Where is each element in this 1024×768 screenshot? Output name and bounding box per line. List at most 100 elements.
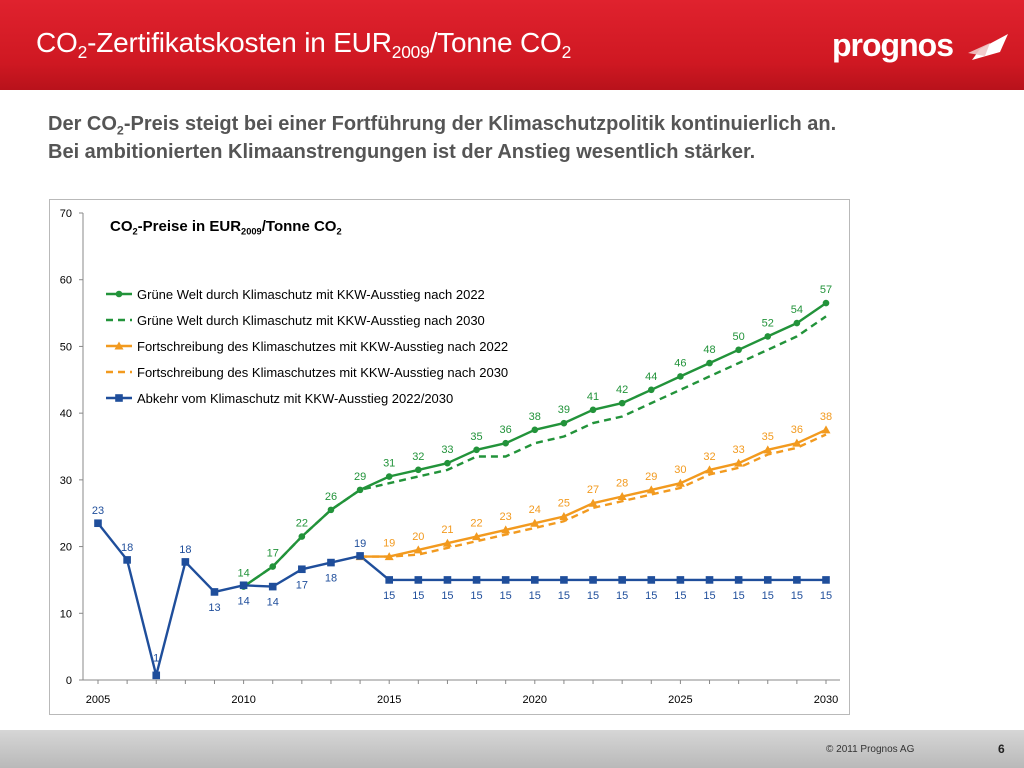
data-label: 24	[529, 504, 541, 516]
data-label: 22	[296, 518, 308, 530]
subtitle-text: Der CO2-Preis steigt bei einer Fortführu…	[48, 110, 1008, 166]
y-tick-label: 30	[60, 475, 72, 487]
data-point	[94, 519, 102, 528]
data-label: 15	[470, 590, 482, 602]
y-tick-label: 50	[60, 341, 72, 353]
data-point	[356, 486, 364, 494]
subtitle-line-1: Der CO2-Preis steigt bei einer Fortführu…	[48, 113, 837, 138]
data-point	[734, 458, 744, 467]
data-point	[588, 498, 598, 507]
data-label: 14	[237, 568, 249, 580]
data-point	[298, 565, 306, 574]
x-tick-label: 2030	[814, 694, 838, 706]
data-point	[414, 576, 423, 584]
data-label: 36	[500, 424, 512, 436]
data-label: 15	[412, 590, 424, 602]
legend-marker	[115, 290, 123, 298]
series-line-2	[242, 315, 827, 588]
data-label: 15	[703, 590, 715, 602]
data-point	[677, 373, 684, 380]
data-point	[706, 359, 713, 367]
chart-frame	[49, 199, 850, 715]
data-point	[618, 576, 626, 584]
legend-marker	[114, 341, 124, 350]
data-label: 1	[153, 652, 159, 664]
legend-marker	[115, 394, 123, 402]
data-point	[473, 446, 480, 454]
data-point	[210, 588, 219, 596]
data-point	[385, 473, 393, 480]
data-label: 15	[383, 590, 395, 602]
data-point	[705, 465, 715, 474]
chart-title: CO2-Preise in EUR2009/Tonne CO2	[110, 218, 342, 237]
data-point	[618, 399, 626, 407]
data-point	[531, 426, 539, 434]
copyright-text: © 2011 Prognos AG	[826, 744, 915, 755]
data-label: 15	[791, 590, 803, 602]
data-label: 31	[383, 458, 395, 470]
data-label: 29	[354, 471, 366, 483]
data-point	[617, 492, 627, 501]
data-label: 46	[674, 357, 686, 369]
data-point	[531, 576, 539, 584]
data-label: 29	[645, 471, 657, 483]
legend-label: Fortschreibung des Klimaschutzes mit KKW…	[137, 365, 508, 380]
data-label: 25	[558, 498, 570, 510]
data-label: 20	[412, 531, 424, 543]
data-label: 57	[820, 284, 832, 296]
data-point	[821, 425, 831, 434]
data-label: 27	[587, 484, 599, 496]
y-tick-label: 20	[60, 542, 72, 554]
data-point	[646, 485, 656, 494]
data-point	[560, 419, 568, 427]
data-label: 15	[558, 590, 570, 602]
data-label: 15	[645, 590, 657, 602]
data-point	[530, 518, 540, 527]
y-tick-label: 10	[60, 608, 72, 620]
data-label: 26	[325, 491, 337, 503]
data-point	[327, 506, 335, 514]
data-point	[384, 552, 394, 561]
data-point	[675, 478, 685, 487]
data-point	[589, 576, 597, 584]
data-point	[268, 582, 277, 591]
data-point	[385, 576, 393, 584]
data-point	[764, 333, 772, 340]
data-label: 21	[441, 524, 453, 536]
data-point	[472, 532, 482, 541]
subtitle-line-2: Bei ambitionierten Klimaanstrengungen is…	[48, 141, 756, 163]
x-tick-label: 2025	[668, 694, 692, 706]
data-point	[472, 576, 481, 584]
y-tick-label: 60	[60, 275, 72, 287]
data-label: 18	[179, 544, 191, 556]
data-label: 39	[558, 404, 570, 416]
y-tick-label: 0	[66, 675, 72, 687]
series-line-4	[360, 433, 827, 558]
data-label: 23	[500, 511, 512, 523]
data-label: 38	[529, 411, 541, 423]
x-tick-label: 2015	[377, 694, 401, 706]
data-point	[792, 438, 802, 447]
y-tick-label: 70	[60, 208, 72, 220]
data-label: 35	[762, 431, 774, 443]
data-point	[822, 576, 830, 584]
data-label: 42	[616, 384, 628, 396]
data-label: 19	[354, 538, 366, 550]
prognos-logo: prognos	[832, 27, 1008, 63]
header-bar: CO2-Zertifikatskosten in EUR2009/Tonne C…	[0, 0, 1024, 90]
data-point	[413, 545, 423, 554]
data-label: 15	[500, 590, 512, 602]
data-label: 32	[412, 451, 424, 463]
data-label: 54	[791, 304, 803, 316]
data-label: 15	[733, 590, 745, 602]
data-label: 33	[441, 444, 453, 456]
data-point	[501, 576, 510, 584]
data-point	[735, 346, 742, 354]
data-point	[502, 439, 509, 447]
data-point	[560, 576, 568, 584]
data-point	[123, 556, 131, 564]
data-label: 15	[820, 590, 832, 602]
page-number: 6	[998, 742, 1005, 756]
data-label: 19	[383, 538, 395, 550]
